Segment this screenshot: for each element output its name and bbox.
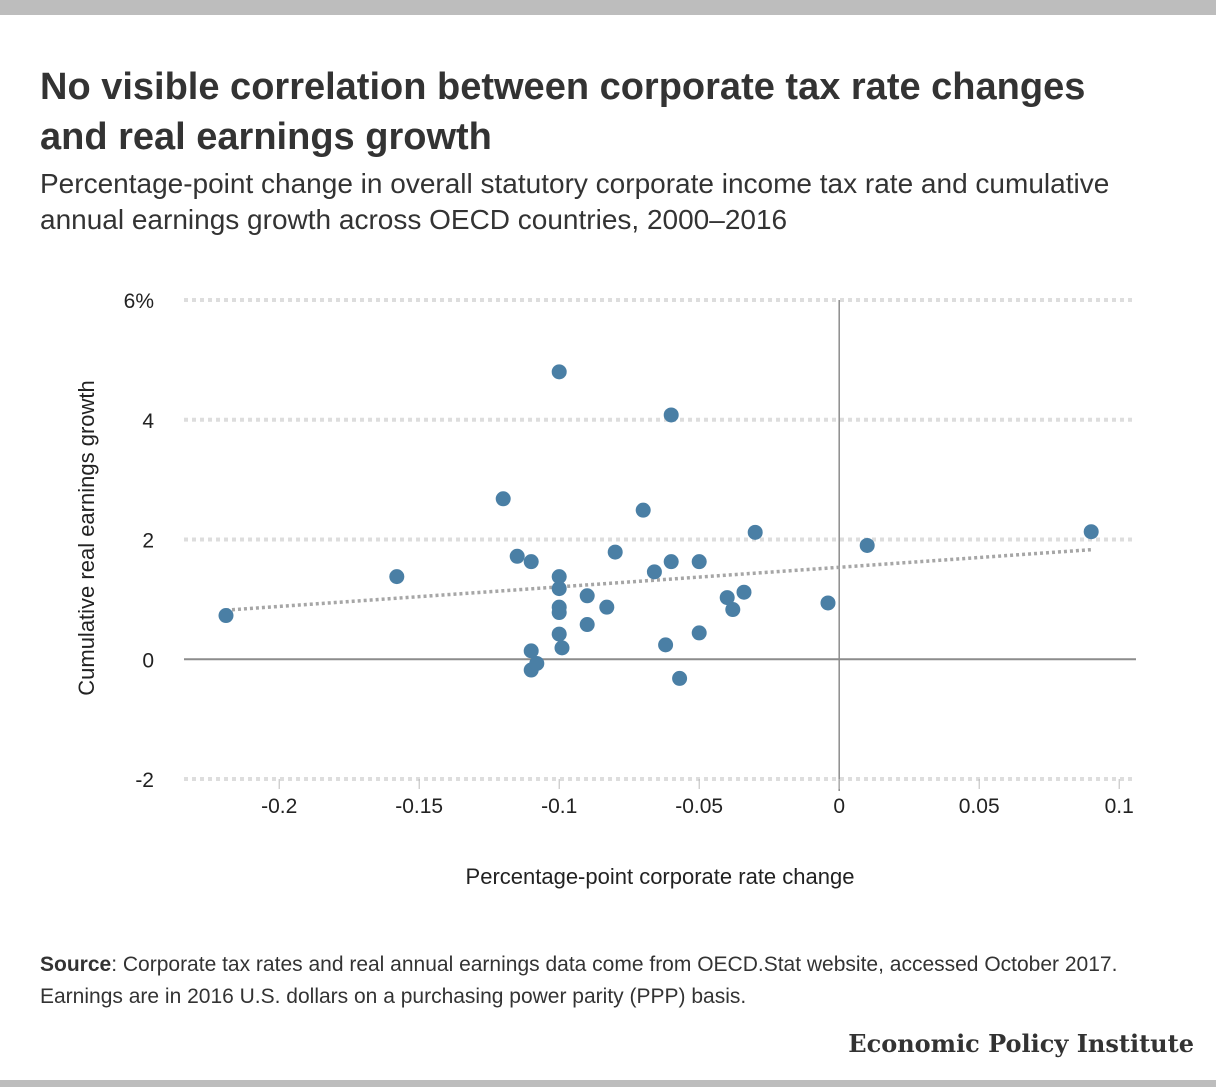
data-point bbox=[218, 608, 234, 624]
data-point bbox=[859, 537, 875, 553]
brand-logo: Economic Policy Institute bbox=[848, 1029, 1194, 1058]
data-point bbox=[607, 544, 623, 560]
data-point bbox=[725, 602, 741, 618]
y-tick-label: 6% bbox=[124, 290, 154, 313]
trendline-group bbox=[225, 547, 1092, 612]
y-tick-label: 4 bbox=[142, 410, 154, 433]
scatter-chart: -2 0 2 4 6% -0.2 -0.15 -0.1 -0.05 0 0.05 0.1 Percen… bbox=[74, 290, 1136, 889]
data-point bbox=[747, 524, 763, 540]
y-axis-label: Cumulative real earnings growth bbox=[74, 380, 99, 696]
x-tick-label: 0.05 bbox=[959, 795, 1000, 818]
y-tick-label: 2 bbox=[142, 530, 154, 553]
data-point bbox=[1083, 524, 1099, 540]
gridlines bbox=[184, 298, 1136, 781]
top-accent-bar bbox=[0, 0, 1216, 15]
data-point bbox=[599, 599, 615, 615]
data-point bbox=[523, 554, 539, 570]
data-point bbox=[579, 588, 595, 604]
data-point bbox=[551, 581, 567, 597]
x-tick-label: -0.15 bbox=[395, 795, 443, 818]
data-points bbox=[218, 364, 1099, 686]
bottom-accent-bar bbox=[0, 1080, 1216, 1087]
source-text: : Corporate tax rates and real annual ea… bbox=[40, 953, 1118, 1008]
source-note: Source: Corporate tax rates and real ann… bbox=[40, 949, 1180, 1013]
data-point bbox=[529, 655, 545, 671]
data-point bbox=[663, 554, 679, 570]
data-point bbox=[691, 625, 707, 641]
data-point bbox=[509, 548, 525, 564]
trendline bbox=[225, 547, 1092, 612]
x-tick-label: -0.05 bbox=[675, 795, 723, 818]
data-point bbox=[579, 617, 595, 633]
data-point bbox=[551, 569, 567, 585]
data-point bbox=[719, 590, 735, 606]
data-point bbox=[658, 637, 674, 653]
data-point bbox=[495, 491, 511, 507]
data-point bbox=[551, 605, 567, 621]
data-point bbox=[523, 643, 539, 659]
data-point bbox=[672, 670, 688, 686]
data-point bbox=[389, 569, 405, 585]
data-point bbox=[646, 564, 662, 580]
y-tick-label: -2 bbox=[135, 769, 154, 792]
y-tick-label: 0 bbox=[142, 649, 154, 672]
x-tick-label: -0.2 bbox=[261, 795, 297, 818]
data-point bbox=[554, 640, 570, 656]
tick-labels: -2 0 2 4 6% -0.2 -0.15 -0.1 -0.05 0 0.05 0.1 bbox=[124, 290, 1134, 818]
x-tick-label: 0.1 bbox=[1105, 795, 1134, 818]
data-point bbox=[663, 407, 679, 423]
axes bbox=[184, 300, 1136, 791]
data-point bbox=[551, 364, 567, 380]
x-axis-label: Percentage-point corporate rate change bbox=[466, 864, 855, 889]
data-point bbox=[736, 584, 752, 600]
data-point bbox=[820, 595, 836, 611]
data-point bbox=[551, 626, 567, 642]
x-tick-label: -0.1 bbox=[541, 795, 577, 818]
chart-title: No visible correlation between corporate… bbox=[40, 66, 1086, 158]
source-label: Source bbox=[40, 953, 112, 976]
chart-subtitle: Percentage-point change in overall statu… bbox=[40, 168, 1110, 235]
data-point bbox=[635, 502, 651, 518]
data-point bbox=[691, 554, 707, 570]
x-tick-label: 0 bbox=[833, 795, 845, 818]
